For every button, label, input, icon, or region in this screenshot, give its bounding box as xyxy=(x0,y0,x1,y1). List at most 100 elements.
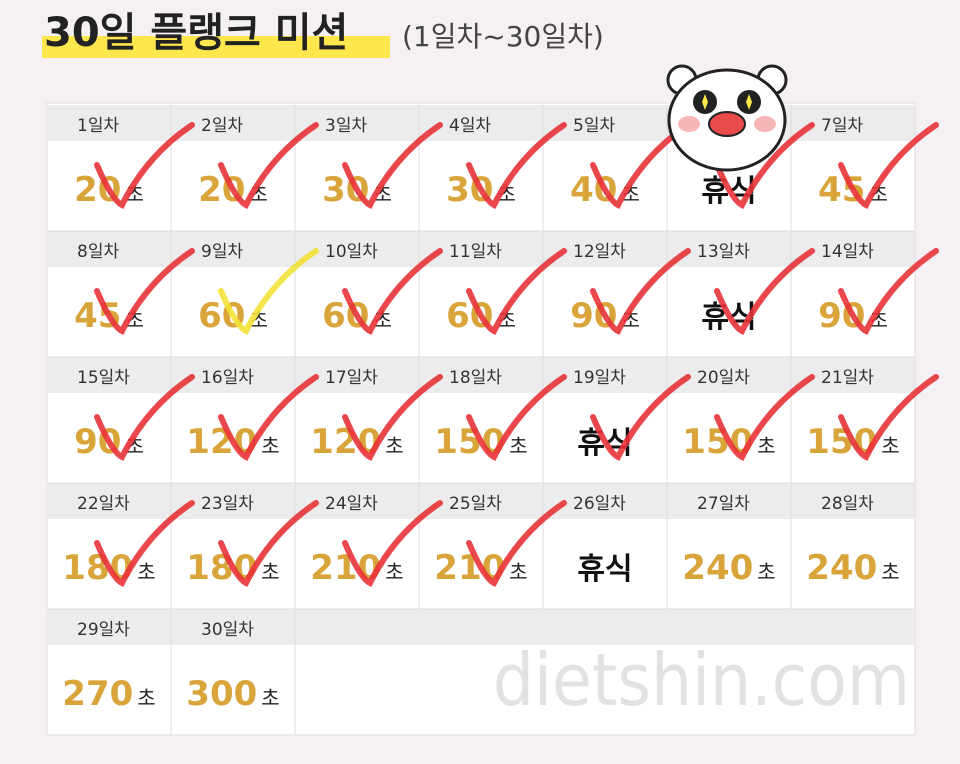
day-label: 16일차 xyxy=(201,368,254,388)
unit: 초 xyxy=(509,434,527,458)
checkmarks xyxy=(94,122,939,588)
seconds: 300 xyxy=(186,674,257,714)
checkmark xyxy=(94,248,195,336)
seconds: 30 xyxy=(322,170,369,210)
title: 30일 플랭크 미션 xyxy=(44,10,348,56)
seconds: 60 xyxy=(446,296,493,336)
cell-value: 45 초 xyxy=(74,296,144,336)
unit: 초 xyxy=(509,560,527,584)
unit: 초 xyxy=(261,560,279,584)
unit: 초 xyxy=(757,434,775,458)
day-label: 10일차 xyxy=(325,242,378,262)
seconds: 60 xyxy=(322,296,369,336)
header-strip xyxy=(47,609,915,645)
unit: 초 xyxy=(881,560,899,584)
checkmark xyxy=(466,374,567,462)
seconds: 30 xyxy=(446,170,493,210)
cell-value: 240 초 xyxy=(682,548,775,588)
day-label: 1일차 xyxy=(77,116,119,136)
seconds: 270 xyxy=(62,674,133,714)
day-label: 21일차 xyxy=(821,368,874,388)
checkmark xyxy=(838,122,939,210)
day-label: 17일차 xyxy=(325,368,378,388)
day-label: 4일차 xyxy=(449,116,491,136)
seconds: 20 xyxy=(198,170,245,210)
day-label: 26일차 xyxy=(573,494,626,514)
unit: 초 xyxy=(757,560,775,584)
day-label: 23일차 xyxy=(201,494,254,514)
day-label: 22일차 xyxy=(77,494,130,514)
checkmark xyxy=(838,374,939,462)
unit: 초 xyxy=(261,434,279,458)
unit: 초 xyxy=(137,560,155,584)
seconds: 90 xyxy=(570,296,617,336)
checkmark xyxy=(590,122,691,210)
checkmark xyxy=(466,122,567,210)
cell-value: 20 초 xyxy=(74,170,144,210)
day-label: 25일차 xyxy=(449,494,502,514)
seconds: 240 xyxy=(806,548,877,588)
checkmark xyxy=(94,122,195,210)
checkmark xyxy=(714,374,815,462)
seconds: 45 xyxy=(74,296,121,336)
watermark: dietshin.com xyxy=(493,638,910,722)
checkmark xyxy=(94,500,195,588)
unit: 초 xyxy=(385,560,403,584)
checkmark xyxy=(94,374,195,462)
cell-value: 30 초 xyxy=(322,170,392,210)
checkmark xyxy=(218,374,319,462)
seconds: 60 xyxy=(198,296,245,336)
cell-value: 270 초 xyxy=(62,674,155,714)
bear-sticker xyxy=(666,64,788,172)
checkmark xyxy=(342,122,443,210)
seconds: 20 xyxy=(74,170,121,210)
day-label: 8일차 xyxy=(77,242,119,262)
title-highlight xyxy=(42,36,390,58)
day-label: 3일차 xyxy=(325,116,367,136)
unit: 초 xyxy=(881,434,899,458)
cell-value: 90 초 xyxy=(74,422,144,462)
checkmark xyxy=(590,248,691,336)
checkmark xyxy=(218,122,319,210)
day-label: 29일차 xyxy=(77,620,130,640)
checkmark xyxy=(714,248,815,336)
checkmark xyxy=(218,500,319,588)
seconds: 240 xyxy=(682,548,753,588)
day-label: 5일차 xyxy=(573,116,615,136)
day-label: 7일차 xyxy=(821,116,863,136)
day-label: 19일차 xyxy=(573,368,626,388)
day-label: 20일차 xyxy=(697,368,750,388)
seconds: 40 xyxy=(570,170,617,210)
checkmark xyxy=(466,500,567,588)
unit: 초 xyxy=(261,686,279,710)
day-label: 28일차 xyxy=(821,494,874,514)
cell-value: 40 초 xyxy=(570,170,640,210)
cell-value: 300 초 xyxy=(186,674,279,714)
cell-value: 45 초 xyxy=(818,170,888,210)
checkmark xyxy=(714,122,815,210)
day-label: 27일차 xyxy=(697,494,750,514)
day-label: 14일차 xyxy=(821,242,874,262)
unit: 초 xyxy=(137,686,155,710)
checkmark xyxy=(342,248,443,336)
seconds: 45 xyxy=(818,170,865,210)
day-label: 30일차 xyxy=(201,620,254,640)
cell-value: 90 초 xyxy=(818,296,888,336)
checkmark xyxy=(342,500,443,588)
day-label: 13일차 xyxy=(697,242,750,262)
checkmark xyxy=(466,248,567,336)
day-label: 15일차 xyxy=(77,368,130,388)
checkmark xyxy=(590,374,691,462)
day-label: 11일차 xyxy=(449,242,502,262)
checkmark xyxy=(838,248,939,336)
seconds: 90 xyxy=(74,422,121,462)
day-label: 12일차 xyxy=(573,242,626,262)
cell-value: 210 초 xyxy=(434,548,527,588)
seconds: 90 xyxy=(818,296,865,336)
cell-value: 240 초 xyxy=(806,548,899,588)
day-label: 9일차 xyxy=(201,242,243,262)
day-label: 18일차 xyxy=(449,368,502,388)
day-label: 2일차 xyxy=(201,116,243,136)
day-label: 24일차 xyxy=(325,494,378,514)
